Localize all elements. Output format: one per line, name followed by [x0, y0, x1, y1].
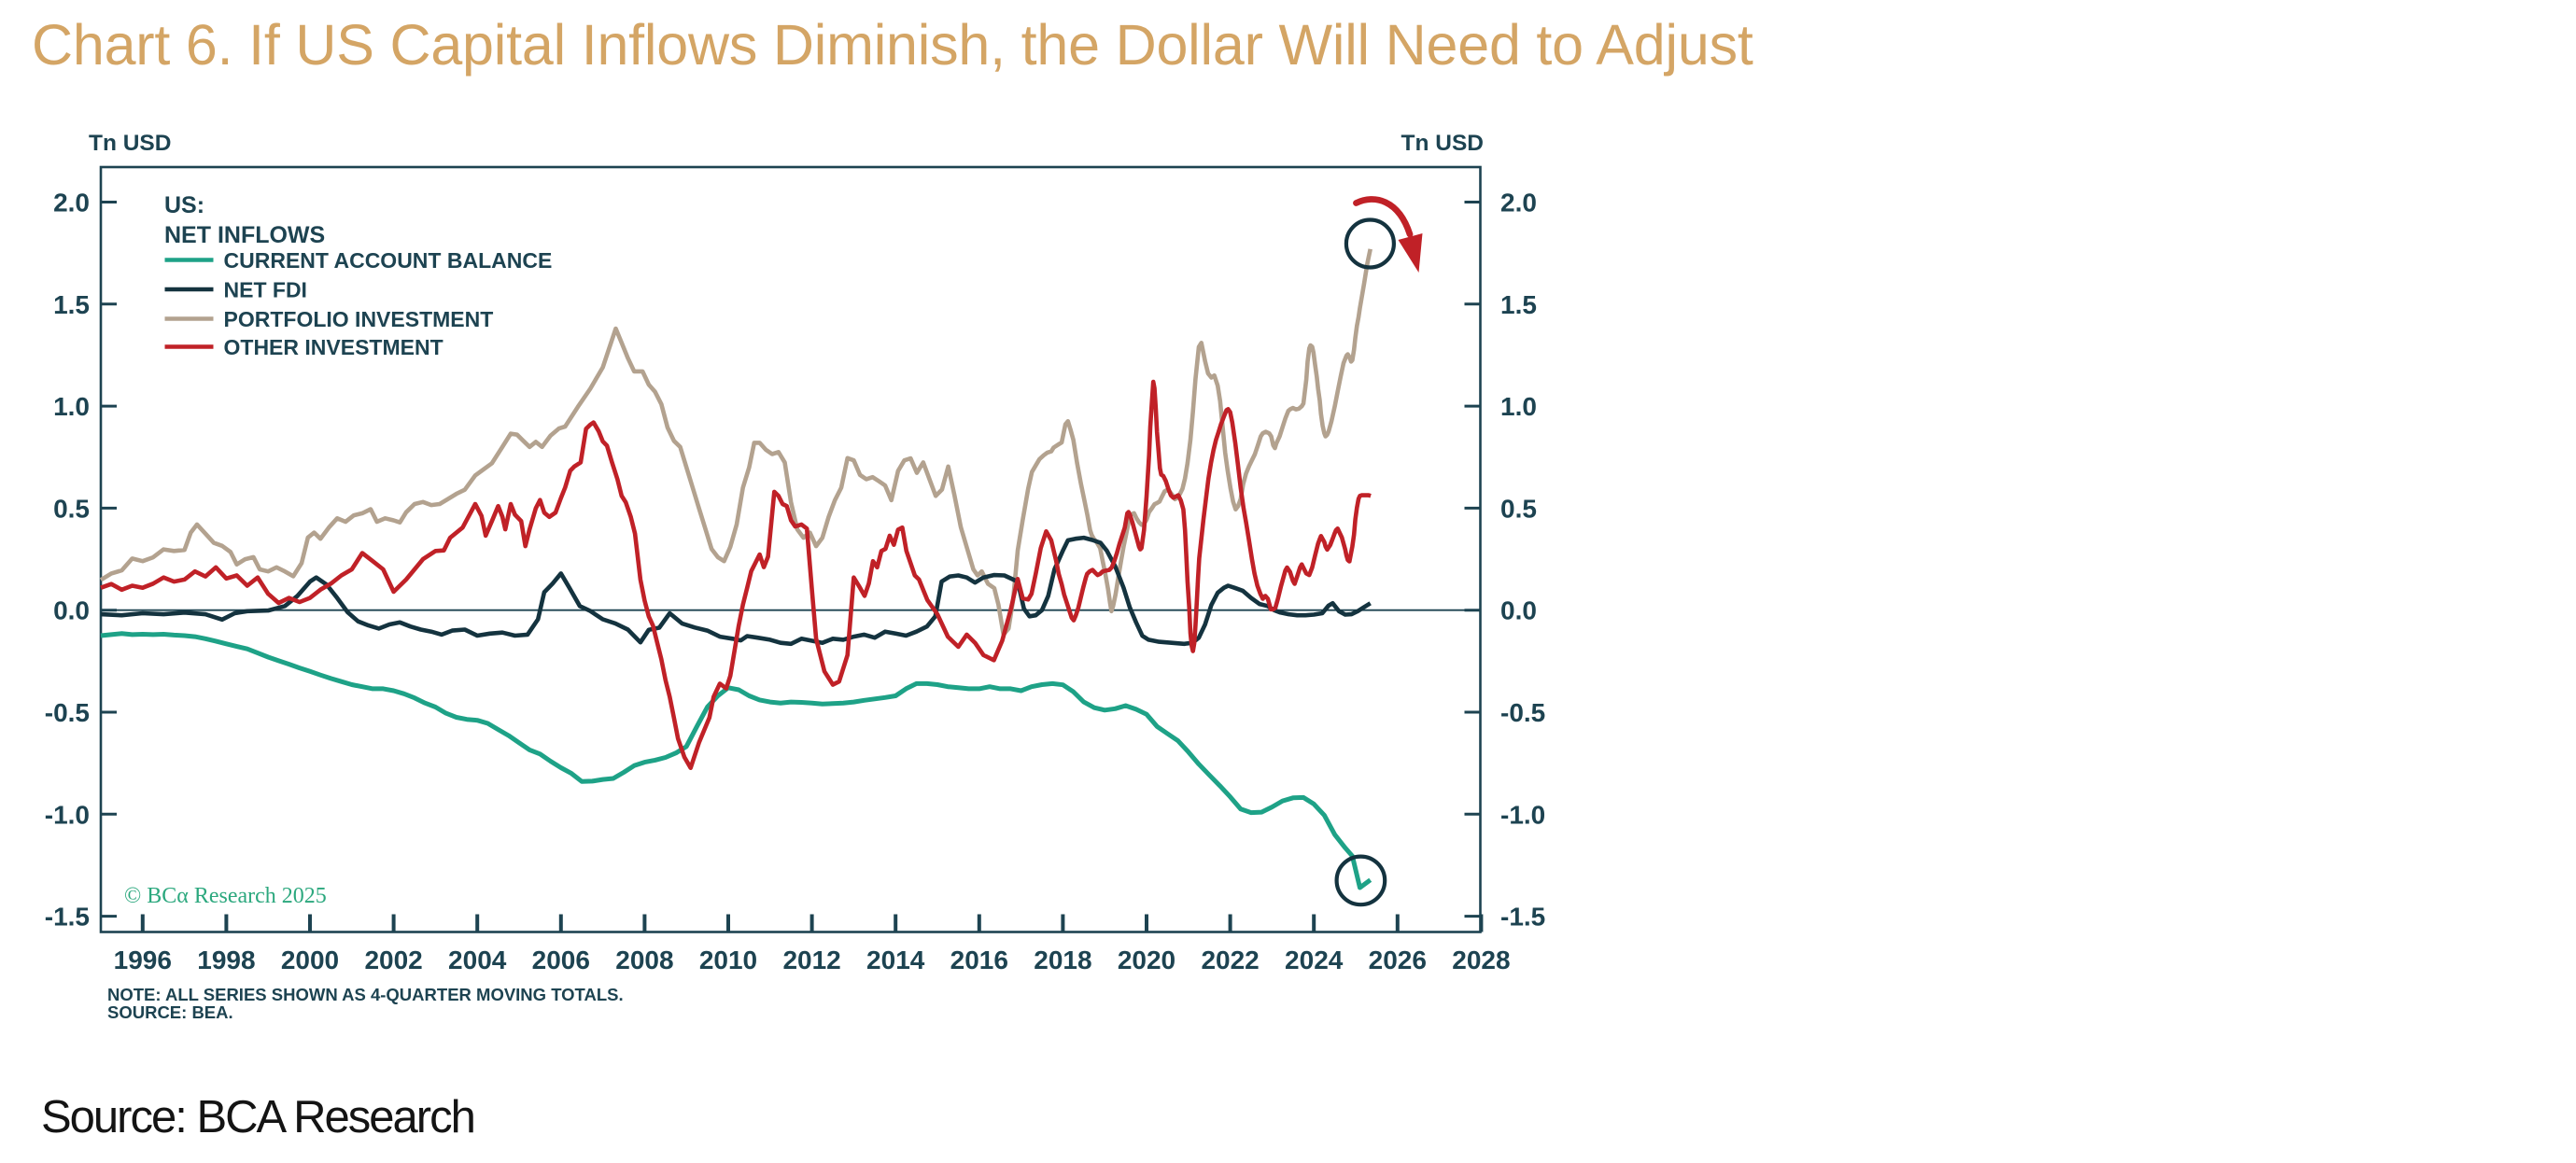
svg-text:1.0: 1.0: [53, 392, 90, 421]
svg-text:2010: 2010: [699, 946, 757, 974]
svg-text:2002: 2002: [364, 946, 422, 974]
svg-text:0.0: 0.0: [1500, 596, 1537, 625]
svg-text:Tn USD: Tn USD: [89, 131, 171, 156]
svg-text:1.5: 1.5: [1500, 290, 1537, 319]
svg-text:2008: 2008: [615, 946, 673, 974]
svg-text:0.5: 0.5: [53, 494, 90, 523]
svg-text:-1.5: -1.5: [45, 903, 90, 932]
svg-text:2018: 2018: [1034, 946, 1091, 974]
svg-text:Chart 6. If US Capital Inflows: Chart 6. If US Capital Inflows Diminish,…: [32, 13, 1753, 77]
svg-text:2.0: 2.0: [53, 189, 90, 217]
svg-text:2026: 2026: [1369, 946, 1427, 974]
svg-text:CURRENT ACCOUNT BALANCE: CURRENT ACCOUNT BALANCE: [224, 248, 553, 273]
svg-text:0.0: 0.0: [53, 596, 90, 625]
svg-text:© BCα Research 2025: © BCα Research 2025: [124, 884, 327, 908]
svg-text:1996: 1996: [114, 946, 172, 974]
svg-text:PORTFOLIO INVESTMENT: PORTFOLIO INVESTMENT: [224, 307, 494, 331]
svg-text:NOTE: ALL SERIES SHOWN AS 4-QU: NOTE: ALL SERIES SHOWN AS 4-QUARTER MOVI…: [107, 985, 624, 1004]
svg-text:1.0: 1.0: [1500, 392, 1537, 421]
svg-text:NET INFLOWS: NET INFLOWS: [164, 222, 325, 248]
svg-text:NET FDI: NET FDI: [224, 278, 307, 302]
svg-text:2028: 2028: [1452, 946, 1510, 974]
svg-text:0.5: 0.5: [1500, 494, 1537, 523]
svg-text:OTHER INVESTMENT: OTHER INVESTMENT: [224, 335, 443, 359]
svg-text:2.0: 2.0: [1500, 189, 1537, 217]
svg-text:2006: 2006: [532, 946, 590, 974]
svg-text:-1.0: -1.0: [1500, 800, 1545, 829]
svg-text:2024: 2024: [1285, 946, 1344, 974]
svg-text:1998: 1998: [197, 946, 255, 974]
svg-text:-1.0: -1.0: [45, 800, 90, 829]
svg-text:Source: BCA Research: Source: BCA Research: [41, 1092, 474, 1142]
svg-text:2012: 2012: [782, 946, 840, 974]
svg-text:-0.5: -0.5: [1500, 698, 1545, 727]
svg-text:-0.5: -0.5: [45, 698, 90, 727]
svg-text:1.5: 1.5: [53, 290, 90, 319]
svg-text:2004: 2004: [448, 946, 507, 974]
svg-text:2016: 2016: [950, 946, 1008, 974]
svg-text:SOURCE: BEA.: SOURCE: BEA.: [107, 1002, 233, 1022]
svg-text:2022: 2022: [1201, 946, 1259, 974]
svg-text:2020: 2020: [1118, 946, 1175, 974]
svg-text:-1.5: -1.5: [1500, 903, 1545, 932]
svg-text:US:: US:: [164, 192, 204, 218]
svg-text:2000: 2000: [281, 946, 339, 974]
svg-text:2014: 2014: [866, 946, 925, 974]
svg-text:Tn USD: Tn USD: [1401, 131, 1484, 156]
